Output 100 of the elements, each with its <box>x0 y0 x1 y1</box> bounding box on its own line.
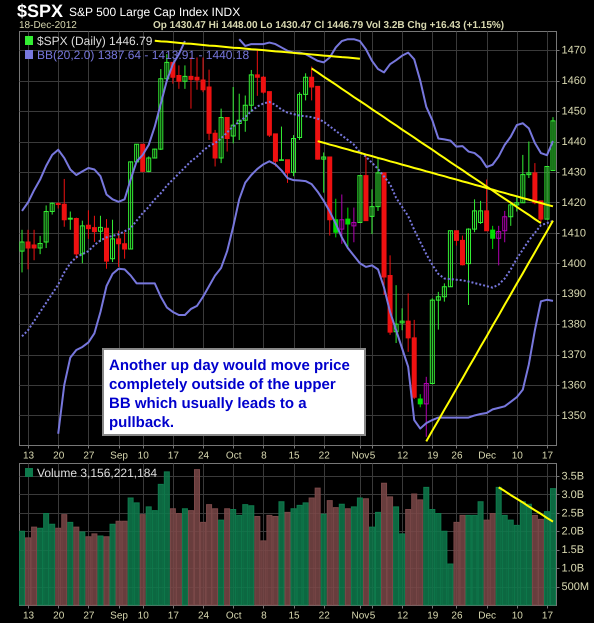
bar <box>182 508 188 606</box>
x-tick-label: 10 <box>512 450 524 462</box>
y-tick-label: 1470 <box>562 44 586 57</box>
y-tick-label: 1360 <box>562 380 586 392</box>
bar <box>19 530 26 606</box>
x-tick-label: 8 <box>261 450 268 462</box>
candlestick <box>418 394 423 408</box>
candlestick <box>508 202 514 226</box>
y-tick-label: 1400 <box>562 258 586 270</box>
x-tick-label: 27 <box>83 610 95 622</box>
line-series <box>21 100 554 338</box>
x-tick-label: Oct <box>226 610 242 622</box>
bar <box>67 522 74 606</box>
candlestick <box>321 152 326 194</box>
x-tick-label: Oct <box>226 450 242 462</box>
candlestick <box>496 225 502 266</box>
candlestick <box>278 126 284 161</box>
x-tick-label: 10 <box>138 450 150 462</box>
candlestick <box>484 179 490 232</box>
bar <box>284 512 290 606</box>
bar <box>338 504 345 606</box>
y-tick-label: 1.5B <box>562 544 584 556</box>
y-tick-label: 1410 <box>562 227 586 240</box>
candlestick <box>224 116 230 152</box>
candlestick <box>502 210 508 243</box>
x-tick-label: 22 <box>318 450 330 462</box>
y-tick-label: 1380 <box>562 318 586 331</box>
candlestick <box>230 86 236 144</box>
bar <box>73 526 80 606</box>
x-tick-label: Dec <box>478 450 496 462</box>
x-tick-label: 10 <box>138 610 150 622</box>
candlestick <box>68 211 73 230</box>
x-tick-label: Nov <box>352 450 370 462</box>
x-tick-label: 24 <box>198 610 210 622</box>
x-tick-label: Dec <box>478 610 496 622</box>
candlestick <box>291 134 296 177</box>
x-tick-label: 15 <box>288 450 300 462</box>
candlestick <box>345 207 350 250</box>
x-tick-label: 20 <box>53 610 65 622</box>
y-tick-label: 1.0B <box>562 562 584 575</box>
y-tick-label: 2.0B <box>562 526 584 538</box>
bar <box>140 514 146 606</box>
x-tick-label: 15 <box>288 610 300 622</box>
y-tick-label: 1450 <box>562 106 586 118</box>
x-tick-label: 12 <box>397 610 409 622</box>
y-tick-label: 1390 <box>562 288 586 300</box>
y-tick-label: 1370 <box>562 349 586 362</box>
line-series <box>498 486 554 523</box>
y-tick-label: 2.5B <box>562 507 584 520</box>
x-tick-label: 13 <box>22 610 35 622</box>
candlestick <box>339 194 344 244</box>
x-tick-label: 22 <box>318 610 330 622</box>
text: 18-Dec-2012 Op 1430.47 Hi 1448.00 Lo 1430.47 Cl 1446.79 Vol 3.2B Chg +16.43 (+1.15%) <box>19 20 504 31</box>
bar <box>97 536 104 606</box>
legend-label: Volume 3,156,221,184 <box>37 466 158 480</box>
bar <box>278 501 284 606</box>
candlestick <box>351 207 356 243</box>
x-tick-label: 17 <box>542 610 554 622</box>
y-tick-label: 1440 <box>562 136 586 148</box>
bar <box>79 531 86 606</box>
bar <box>103 536 110 606</box>
y-tick-label: 500M <box>562 581 590 594</box>
x-tick-label: Sep <box>110 450 128 462</box>
candlestick <box>80 220 85 264</box>
candlestick <box>110 219 116 263</box>
x-tick-label: Sep <box>110 610 128 622</box>
candlestick <box>400 308 405 331</box>
y-tick-label: 1430 <box>562 166 586 178</box>
line-series <box>154 40 361 60</box>
y-tick-label: 1350 <box>562 410 586 422</box>
x-tick-label: 20 <box>53 450 65 462</box>
x-tick-label: 26 <box>451 610 463 622</box>
y-tick-label: 3.0B <box>562 488 584 501</box>
bar <box>320 514 327 606</box>
candlestick <box>394 284 399 344</box>
x-tick-label: 5 <box>370 610 376 622</box>
x-tick-label: 10 <box>512 610 524 622</box>
bar <box>362 498 369 606</box>
candlestick <box>357 175 362 223</box>
x-tick-label: 17 <box>542 450 554 462</box>
y-tick-label: 1420 <box>562 196 586 209</box>
candlestick <box>490 225 496 250</box>
candlestick <box>285 159 290 184</box>
x-tick-label: 13 <box>22 450 35 462</box>
bar <box>344 508 351 606</box>
chart-title: $SPX S&P 500 Large Cap Index INDX <box>17 1 240 21</box>
x-tick-label: 27 <box>83 450 95 462</box>
x-tick-label: 17 <box>168 610 180 622</box>
x-tick-label: 5 <box>370 450 376 462</box>
candlestick <box>98 215 103 242</box>
x-tick-label: 8 <box>261 610 268 622</box>
bar <box>224 508 230 606</box>
candlestick <box>182 64 188 90</box>
y-tick-label: 1460 <box>562 75 586 88</box>
line-series <box>57 160 554 435</box>
x-tick-label: Nov <box>352 610 370 622</box>
x-tick-label: 19 <box>427 450 439 462</box>
candlestick <box>218 108 224 164</box>
line-series <box>425 220 554 442</box>
x-tick-label: 19 <box>427 610 439 622</box>
